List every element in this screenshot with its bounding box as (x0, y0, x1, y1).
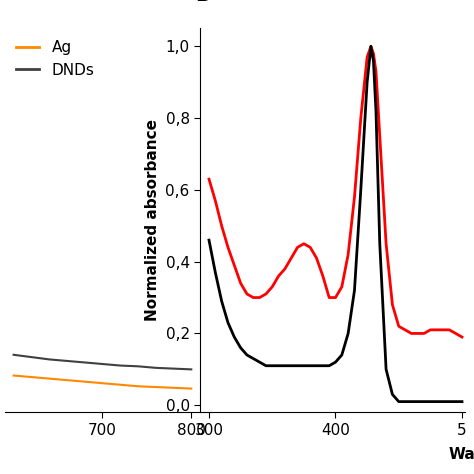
Legend: Ag, DNDs: Ag, DNDs (16, 40, 94, 78)
Y-axis label: Normalized absorbance: Normalized absorbance (145, 119, 160, 321)
Text: Wa: Wa (448, 447, 474, 462)
Text: B: B (195, 0, 210, 5)
